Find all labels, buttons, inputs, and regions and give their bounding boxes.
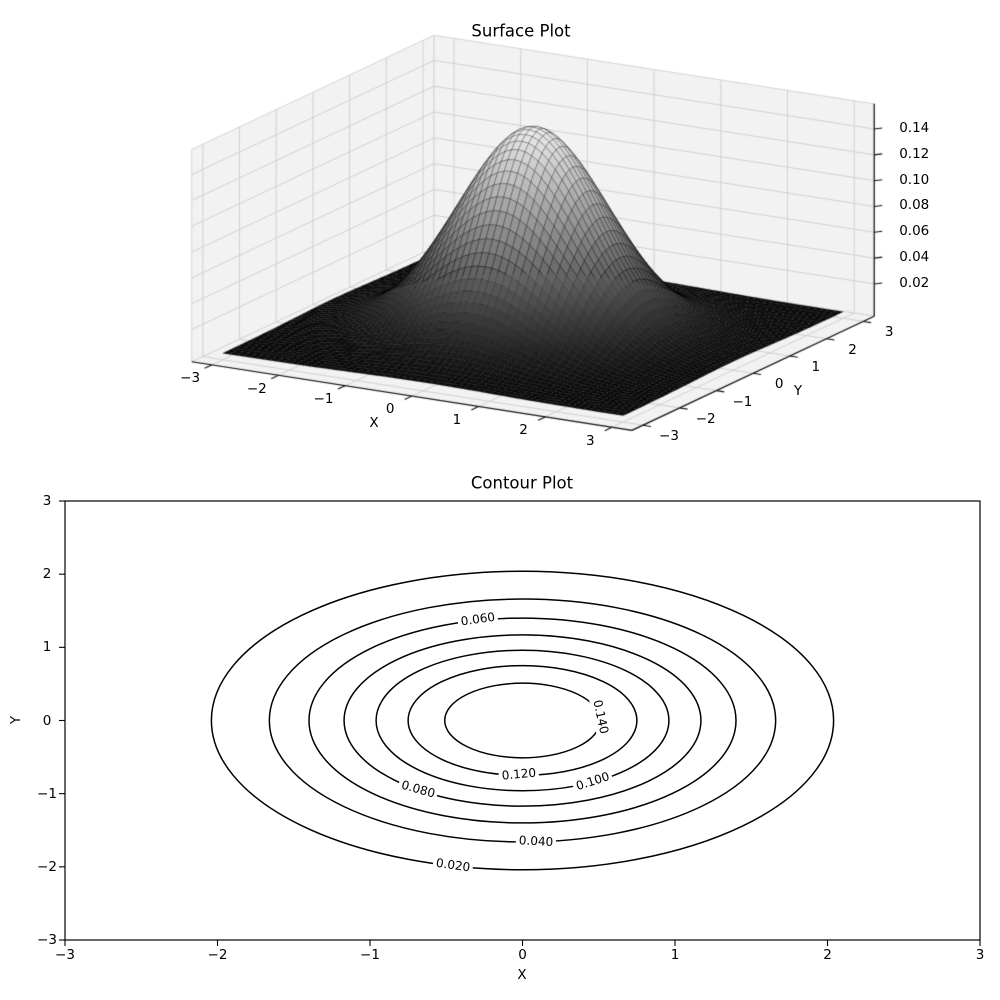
- surface-z-tick-label: 0.02: [899, 274, 930, 291]
- surface-y-tick-label: −2: [695, 410, 716, 427]
- contour-x-tick-label: 3: [975, 947, 985, 963]
- surface-x-tick-label: 0: [385, 401, 395, 418]
- contour-y-tick-label: 1: [42, 639, 52, 656]
- surface-x-tick-label: −3: [180, 370, 201, 387]
- contour-x-tick-label: 1: [670, 947, 680, 963]
- contour-x-tick-label: 0: [518, 947, 527, 963]
- contour-x-axis-label: X: [517, 967, 527, 983]
- surface-z-tick-label: 0.12: [899, 145, 930, 162]
- surface-x-tick-label: 3: [585, 432, 595, 449]
- surface-y-tick-label: −3: [659, 428, 679, 445]
- contour-plot-title: Contour Plot: [470, 473, 574, 493]
- contour-line: [210, 570, 835, 871]
- contour-y-tick-label: 3: [42, 493, 52, 509]
- surface-z-tick-label: 0.10: [899, 171, 930, 188]
- contour-x-tick-label: 2: [823, 947, 832, 963]
- contour-y-tick-label: 2: [42, 566, 52, 583]
- surface-x-tick-label: 2: [519, 422, 528, 439]
- contour-line: [375, 649, 670, 792]
- surface-y-tick-label: 3: [884, 324, 894, 341]
- surface-z-tick-label: 0.06: [899, 223, 930, 240]
- contour-y-axis-label: Y: [8, 715, 24, 725]
- contour-y-tick-label: 0: [42, 712, 52, 729]
- surface-z-tick-label: 0.14: [899, 120, 930, 137]
- surface-x-axis-label: X: [369, 415, 379, 431]
- surface-y-axis-label: Y: [793, 383, 803, 399]
- surface-plot-title: Surface Plot: [471, 21, 571, 41]
- surface-x-tick-label: −2: [246, 380, 267, 397]
- contour-x-tick-label: −2: [207, 947, 228, 963]
- contour-y-tick-label: −1: [37, 785, 57, 802]
- surface-y-tick-label: −1: [732, 393, 753, 410]
- surface-x-tick-label: −1: [313, 390, 334, 407]
- contour-line: [308, 617, 737, 824]
- contour-axes-frame: [64, 500, 981, 941]
- surface-z-tick-label: 0.04: [899, 249, 930, 266]
- surface-y-tick-label: 1: [811, 359, 821, 376]
- contour-x-tick-label: −3: [55, 947, 75, 963]
- contour-y-tick-label: −2: [37, 858, 57, 875]
- contour-level-label: 0.040: [515, 833, 557, 850]
- contour-y-tick-label: −3: [37, 932, 57, 948]
- contour-x-tick-label: −1: [360, 947, 380, 963]
- surface-plot-canvas: [0, 0, 1000, 470]
- surface-z-tick-label: 0.08: [899, 197, 930, 214]
- contour-line: [443, 682, 602, 759]
- surface-y-tick-label: 2: [848, 341, 857, 358]
- surface-x-tick-label: 1: [452, 411, 462, 428]
- surface-y-tick-label: 0: [774, 376, 784, 393]
- contour-line: [343, 634, 702, 807]
